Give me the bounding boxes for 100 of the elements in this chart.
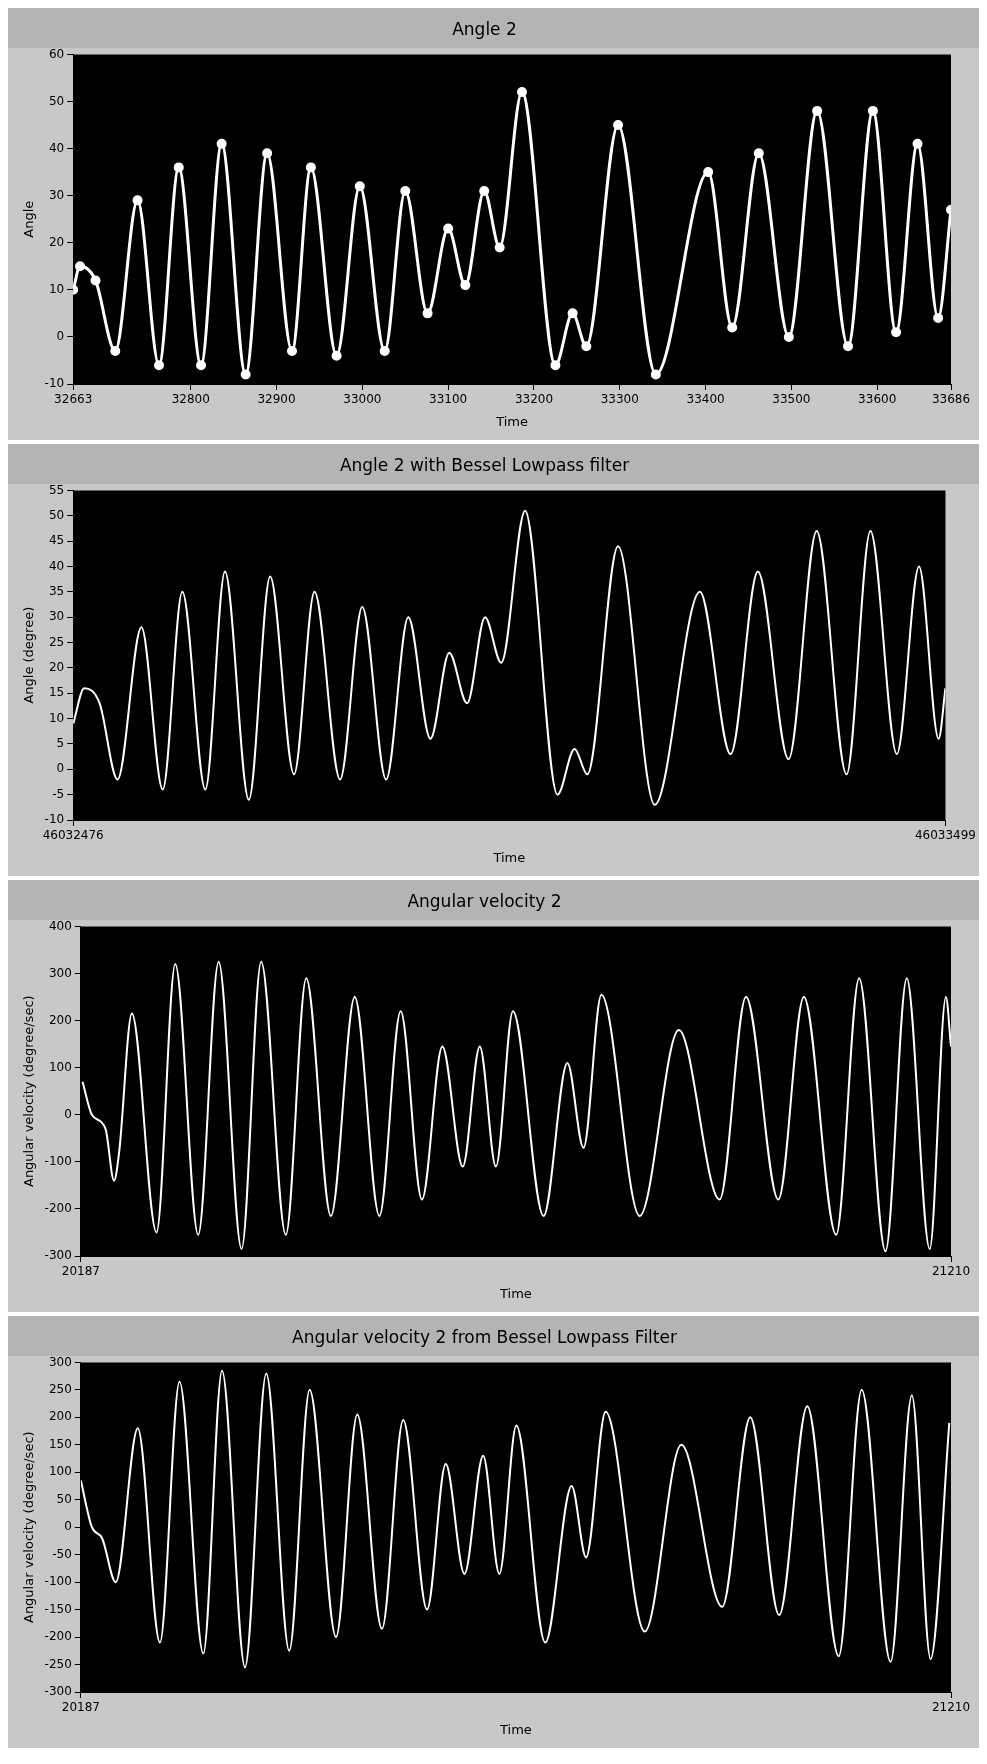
x-tick-label: 33600 xyxy=(858,392,897,407)
y-tick-label: -100 xyxy=(44,1574,72,1589)
line-series xyxy=(73,509,946,806)
point xyxy=(240,369,251,380)
x-axis-title: Time xyxy=(492,849,526,865)
y-tick-label: 60 xyxy=(48,46,65,61)
y-tick-label: -300 xyxy=(44,1248,72,1263)
y-tick-label: -5 xyxy=(52,786,65,801)
x-tick-label: 46032476 xyxy=(42,828,104,843)
y-tick-label: 40 xyxy=(48,558,65,573)
point xyxy=(650,369,661,380)
x-tick-label: 32800 xyxy=(171,392,210,407)
x-tick-label: 32900 xyxy=(257,392,296,407)
chart-title: Angle 2 xyxy=(452,18,517,39)
point xyxy=(305,162,316,173)
point xyxy=(581,341,592,352)
x-tick-label: 33400 xyxy=(686,392,725,407)
point xyxy=(110,346,121,357)
point xyxy=(216,138,227,149)
point xyxy=(460,280,471,291)
y-axis-title: Angle (degree) xyxy=(21,606,37,704)
y-tick-label: 55 xyxy=(48,482,65,497)
y-tick-label: 25 xyxy=(48,634,65,649)
chart-title: Angular velocity 2 xyxy=(407,890,562,911)
y-tick-label: 5 xyxy=(56,736,65,751)
y-tick-label: 300 xyxy=(48,1354,72,1369)
x-tick-label: 33686 xyxy=(931,392,971,407)
point xyxy=(843,341,854,352)
y-tick-label: -10 xyxy=(44,812,65,827)
y-tick-label: -10 xyxy=(44,376,65,391)
point xyxy=(132,195,143,206)
y-tick-label: 0 xyxy=(56,329,65,344)
point xyxy=(703,167,714,178)
point xyxy=(867,105,878,116)
point xyxy=(173,162,184,173)
y-tick-label: 0 xyxy=(64,1106,72,1121)
x-tick-label: 20187 xyxy=(61,1700,100,1715)
y-tick-label: 200 xyxy=(48,1409,72,1424)
y-tick-label: -150 xyxy=(44,1601,72,1616)
y-axis-title: Angular velocity (degree/sec) xyxy=(21,1431,37,1624)
y-tick-label: 400 xyxy=(48,918,72,933)
y-tick-label: 100 xyxy=(48,1464,72,1479)
y-tick-label: 100 xyxy=(48,1059,72,1074)
x-tick-label: 21210 xyxy=(931,1700,971,1715)
y-tick-label: 150 xyxy=(48,1436,72,1451)
y-tick-label: -300 xyxy=(44,1684,72,1699)
y-tick-label: 50 xyxy=(48,507,65,522)
x-tick-label: 46033499 xyxy=(914,828,976,843)
point xyxy=(287,346,298,357)
chart-title: Angle 2 with Bessel Lowpass filter xyxy=(339,454,630,475)
y-tick-label: 10 xyxy=(48,281,65,296)
y-tick-label: 0 xyxy=(64,1519,72,1534)
x-tick-label: 33200 xyxy=(514,392,554,407)
line-series xyxy=(81,960,951,1253)
point xyxy=(727,322,738,333)
x-axis-title: Time xyxy=(495,413,529,429)
y-tick-label: 250 xyxy=(48,1381,72,1396)
point xyxy=(196,360,207,371)
y-tick-label: 0 xyxy=(56,761,65,776)
point xyxy=(912,138,923,149)
y-tick-label: -200 xyxy=(44,1629,72,1644)
y-tick-label: 300 xyxy=(48,965,72,980)
point xyxy=(443,223,454,234)
x-tick-label: 33500 xyxy=(772,392,811,407)
y-tick-label: 200 xyxy=(48,1012,72,1027)
point xyxy=(550,360,561,371)
point xyxy=(75,261,86,272)
chart-title: Angular velocity 2 from Bessel Lowpass Filter xyxy=(292,1326,677,1347)
point xyxy=(354,181,365,192)
y-tick-label: 30 xyxy=(48,609,65,624)
x-tick-label: 33000 xyxy=(343,392,382,407)
x-tick-label: 32663 xyxy=(54,392,93,407)
point xyxy=(567,308,578,319)
x-tick-label: 21210 xyxy=(931,1264,971,1279)
x-tick-label: 33300 xyxy=(600,392,639,407)
x-axis-title: Time xyxy=(499,1721,532,1737)
y-tick-label: 30 xyxy=(48,187,65,202)
x-axis-title: Time xyxy=(499,1285,532,1301)
point xyxy=(494,242,505,253)
y-tick-label: 40 xyxy=(48,140,65,155)
point xyxy=(262,148,273,159)
y-axis-title: Angle xyxy=(21,200,37,238)
y-tick-label: -250 xyxy=(44,1656,72,1671)
y-tick-label: 50 xyxy=(48,93,65,108)
y-tick-label: 20 xyxy=(48,234,65,249)
line-series xyxy=(80,1369,951,1669)
y-tick-label: 35 xyxy=(48,583,65,598)
point xyxy=(422,308,433,319)
y-axis-title: Angular velocity (degree/sec) xyxy=(21,995,37,1188)
point xyxy=(379,346,390,357)
point xyxy=(613,120,624,131)
y-tick-label: 50 xyxy=(56,1491,72,1506)
y-tick-label: 20 xyxy=(48,660,65,674)
point xyxy=(154,360,165,371)
y-tick-label: 15 xyxy=(48,685,65,700)
point xyxy=(90,275,101,286)
point xyxy=(933,313,944,324)
point xyxy=(331,350,342,361)
y-tick-label: -100 xyxy=(44,1153,72,1168)
x-tick-label: 33100 xyxy=(429,392,468,407)
